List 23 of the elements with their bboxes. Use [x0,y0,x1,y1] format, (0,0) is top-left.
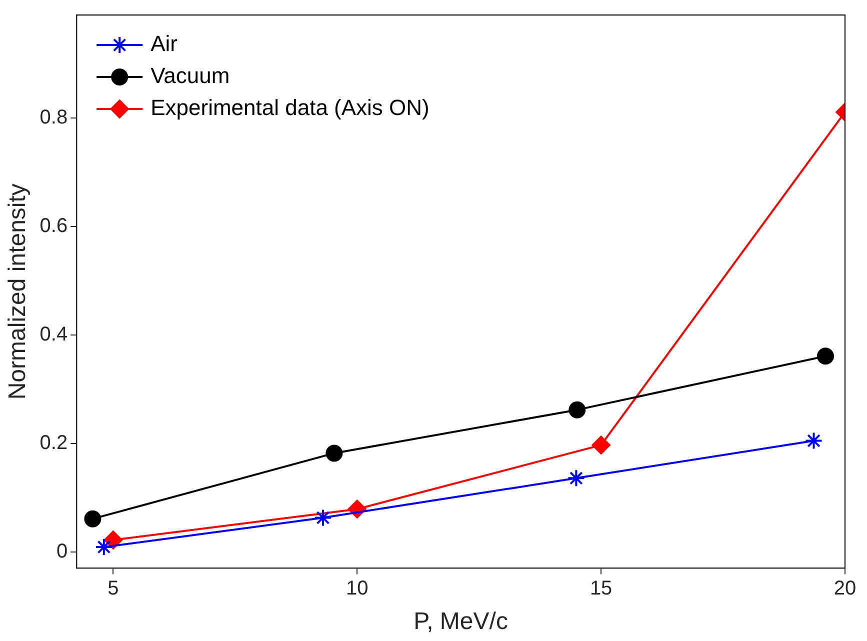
point [314,508,332,527]
point [592,436,611,455]
x-axis-title: P, MeV/c [414,608,508,636]
legend-label: Vacuum [150,63,230,88]
y-tick-label: 0.6 [40,215,68,238]
x-tick-label: 20 [834,578,856,600]
y-tick-label: 0.2 [40,432,68,454]
point [568,401,586,418]
y-tick-label: 0 [56,540,68,562]
point [804,432,823,450]
point [567,469,586,488]
legend-label: Experimental data (Axis ON) [150,95,430,120]
y-axis-title: Normalized intensity [4,184,32,400]
x-tick-label: 15 [590,578,612,600]
legend-label: Air [150,31,178,56]
point [816,348,834,365]
point [84,510,102,528]
y-tick-label: 0.8 [40,106,68,129]
x-tick-label: 10 [346,578,368,600]
y-tick-label: 0.4 [40,324,68,346]
point [326,444,343,462]
point [94,538,113,556]
x-tick-label: 5 [108,578,119,600]
